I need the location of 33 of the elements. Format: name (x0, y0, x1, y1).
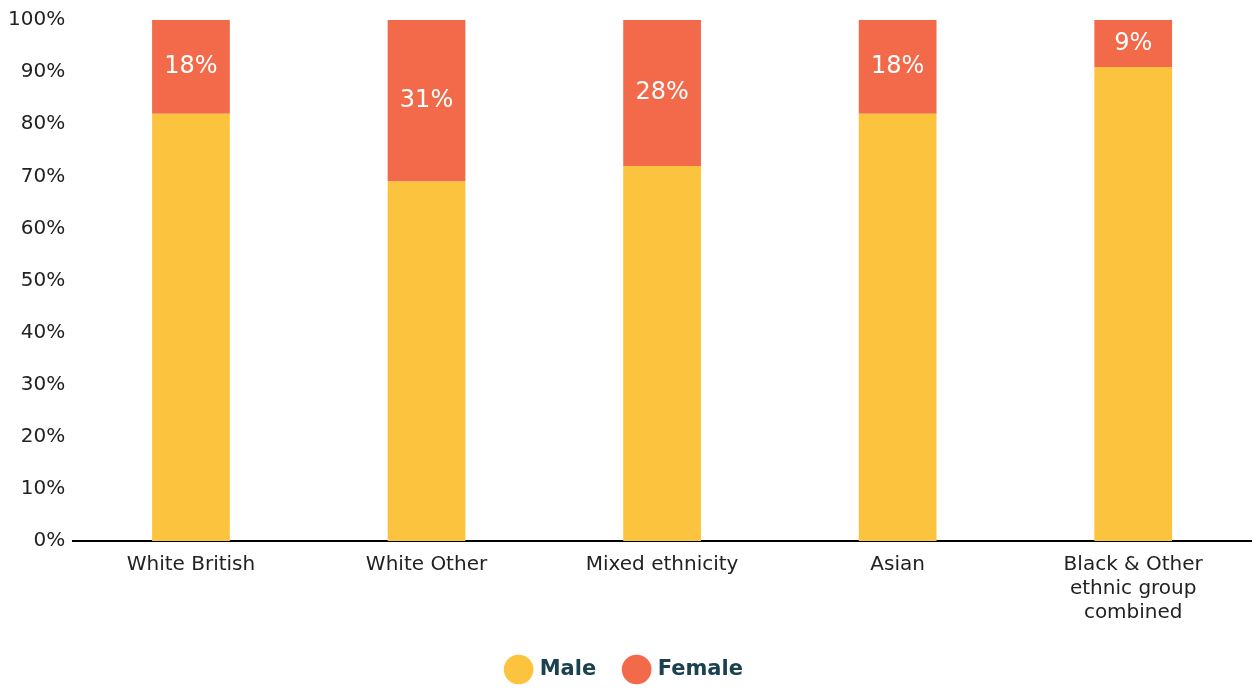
data-label: 9% (1114, 27, 1153, 56)
y-tick-label: 0% (33, 527, 66, 552)
bar (152, 113, 230, 541)
x-tick-label: White Other (365, 551, 488, 576)
bar (387, 20, 466, 182)
x-tick-label: Mixed ethnicity (585, 551, 739, 576)
data-label: 18% (164, 51, 218, 80)
x-tick-label: Asian (870, 551, 925, 576)
bar (858, 113, 937, 541)
data-label: 18% (870, 51, 925, 80)
bar (1094, 66, 1173, 541)
x-tick-label: Black & Other ethnic group combined (1063, 551, 1204, 624)
legend-label: Female (657, 655, 743, 680)
y-tick-label: 80% (20, 110, 66, 135)
bar (858, 20, 937, 114)
y-tick-label: 100% (7, 6, 66, 31)
bar (623, 165, 701, 541)
y-tick-label: 50% (20, 266, 66, 291)
data-label: 31% (399, 84, 454, 113)
y-tick-label: 20% (20, 423, 66, 447)
bar (623, 20, 701, 166)
y-tick-label: 30% (20, 370, 66, 395)
bar (152, 20, 230, 114)
x-tick-label: White British (126, 551, 256, 576)
y-tick-label: 40% (20, 318, 66, 343)
bar (1094, 20, 1173, 67)
bar (387, 181, 466, 541)
data-label: 28% (635, 77, 689, 106)
legend-label: Male (539, 655, 597, 680)
y-tick-label: 10% (20, 475, 66, 500)
y-tick-label: 70% (20, 162, 66, 187)
y-tick-label: 60% (20, 214, 66, 239)
y-tick-label: 90% (20, 58, 66, 83)
